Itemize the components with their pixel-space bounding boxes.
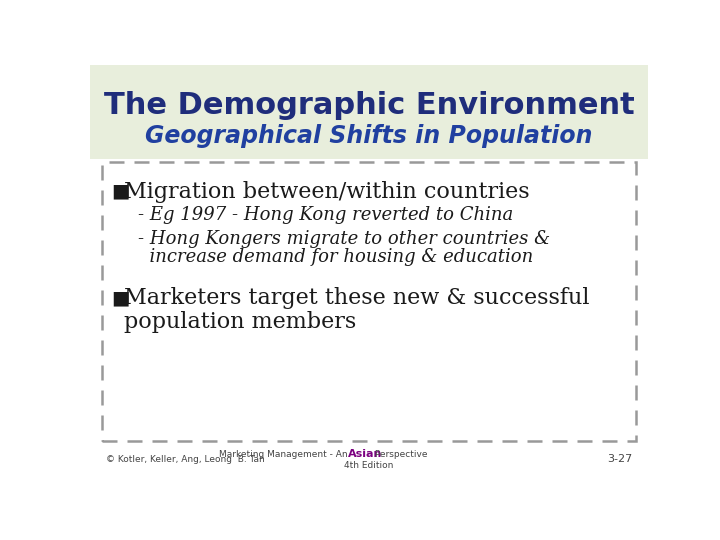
- Text: Marketers target these new & successful: Marketers target these new & successful: [124, 287, 590, 309]
- Text: ■: ■: [112, 182, 130, 201]
- Text: - Eg 1997 - Hong Kong reverted to China: - Eg 1997 - Hong Kong reverted to China: [138, 206, 513, 225]
- Text: 3-27: 3-27: [607, 454, 632, 464]
- Text: © Kotler, Keller, Ang, Leong  B. Tan: © Kotler, Keller, Ang, Leong B. Tan: [106, 455, 264, 463]
- Text: - Hong Kongers migrate to other countries &: - Hong Kongers migrate to other countrie…: [138, 231, 550, 248]
- Text: population members: population members: [124, 311, 356, 333]
- Text: Marketing Management - An: Marketing Management - An: [219, 450, 347, 459]
- Text: increase demand for housing & education: increase demand for housing & education: [138, 248, 534, 266]
- FancyBboxPatch shape: [102, 162, 636, 441]
- Text: 4th Edition: 4th Edition: [344, 461, 394, 470]
- Text: ■: ■: [112, 288, 130, 307]
- Text: Asian: Asian: [348, 449, 382, 460]
- Text: Marketing Management - AnAsian Perspective: Marketing Management - AnAsian Perspecti…: [265, 450, 473, 459]
- Text: Geographical Shifts in Population: Geographical Shifts in Population: [145, 124, 593, 147]
- Text: The Demographic Environment: The Demographic Environment: [104, 91, 634, 120]
- Text: Migration between/within countries: Migration between/within countries: [124, 181, 530, 203]
- Text: Perspective: Perspective: [372, 450, 428, 459]
- FancyBboxPatch shape: [90, 65, 648, 159]
